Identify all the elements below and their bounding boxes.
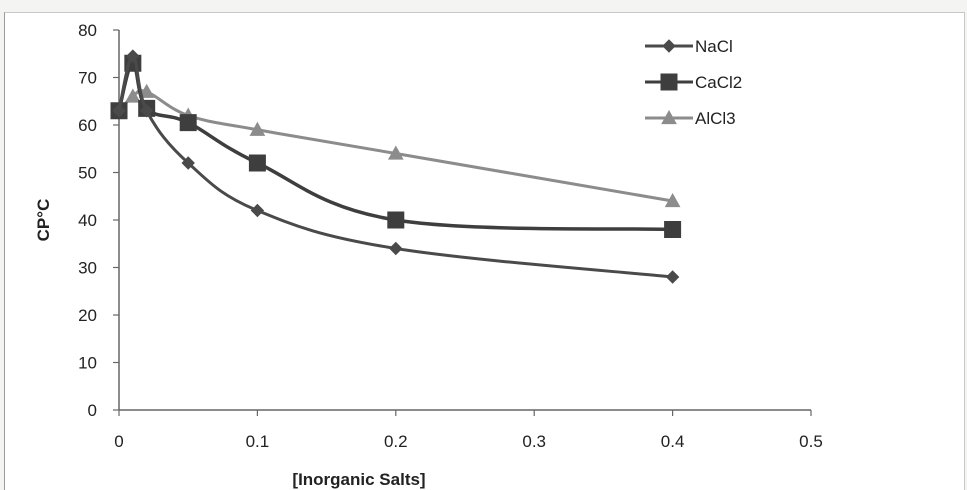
data-point-alcl3: [138, 83, 155, 98]
legend-item-alcl3: AlCl3: [645, 109, 736, 128]
x-tick-label: 0.2: [384, 432, 408, 451]
chart-frame: 0 10 20 30 40 50 60 70 80 0 0.1 0.2 0.3 0.4 0.5 CP°C …: [4, 12, 965, 490]
legend-item-nacl: NaCl: [645, 37, 733, 56]
legend-marker-alcl3: [661, 109, 677, 125]
x-axis-title: [Inorganic Salts]: [292, 470, 425, 489]
y-tick-label: 20: [78, 306, 97, 325]
data-point-alcl3: [249, 121, 266, 136]
data-point-alcl3: [124, 88, 141, 103]
data-point-nacl: [112, 104, 126, 118]
data-point-alcl3: [387, 145, 404, 160]
data-point-nacl: [126, 49, 140, 63]
data-point-nacl: [139, 104, 154, 118]
legend-label-nacl: NaCl: [695, 37, 733, 56]
series-nacl: [112, 49, 680, 284]
series-alcl3: [111, 83, 681, 208]
data-point-alcl3: [664, 192, 681, 208]
data-point-cacl2: [387, 211, 405, 229]
legend-label-alcl3: AlCl3: [695, 109, 736, 128]
data-point-cacl2: [179, 114, 197, 132]
data-point-nacl: [389, 241, 403, 256]
y-axis-title: CP°C: [34, 199, 53, 242]
y-tick-label: 10: [78, 354, 97, 373]
y-tick-label: 60: [78, 116, 97, 135]
y-tick-labels: 0 10 20 30 40 50 60 70 80: [78, 21, 119, 420]
data-point-cacl2: [248, 154, 266, 172]
data-point-nacl: [181, 156, 195, 170]
legend-item-cacl2: CaCl2: [645, 73, 742, 92]
x-tick-label: 0: [114, 432, 123, 451]
x-tick-label: 0.1: [246, 432, 270, 451]
data-point-cacl2: [664, 221, 682, 238]
y-tick-label: 70: [78, 69, 97, 88]
x-tick-label: 0.3: [522, 432, 546, 451]
y-tick-label: 50: [78, 164, 97, 183]
legend-label-cacl2: CaCl2: [695, 73, 742, 92]
series-line-nacl: [117, 54, 673, 279]
legend-marker-cacl2: [660, 73, 678, 91]
legend: NaCl CaCl2 AlCl3: [645, 37, 742, 128]
x-tick-labels: 0 0.1 0.2 0.3 0.4 0.5: [114, 410, 823, 451]
series-layer: [110, 49, 682, 284]
data-point-nacl: [665, 270, 680, 284]
y-tick-label: 40: [78, 211, 97, 230]
data-point-nacl: [250, 203, 265, 218]
legend-marker-nacl: [662, 39, 676, 53]
y-tick-label: 30: [78, 259, 97, 278]
x-tick-label: 0.5: [799, 432, 823, 451]
y-tick-label: 0: [88, 401, 97, 420]
x-tick-label: 0.4: [661, 432, 685, 451]
y-tick-label: 80: [78, 21, 97, 40]
